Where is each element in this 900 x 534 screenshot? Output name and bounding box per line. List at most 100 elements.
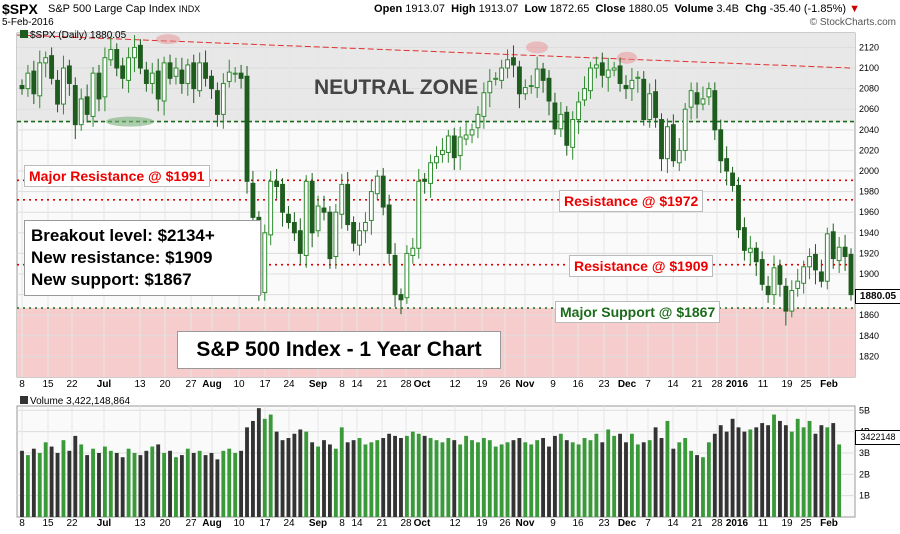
x-tick-label: Aug xyxy=(202,518,221,529)
volume-bar xyxy=(689,450,694,517)
x-tick-label: 24 xyxy=(283,518,295,529)
volume-legend-swatch-icon xyxy=(20,396,28,404)
candle-body xyxy=(333,211,339,257)
candle-body xyxy=(55,79,60,105)
x-tick-label: 26 xyxy=(499,379,511,390)
volume-bar xyxy=(695,455,699,517)
candle-body xyxy=(197,62,203,92)
candle-body xyxy=(445,135,451,153)
candle-body xyxy=(481,92,487,117)
candle-body xyxy=(712,90,718,131)
x-tick-label: 28 xyxy=(711,518,723,529)
price-tick-label: 1840 xyxy=(859,331,879,341)
candle-body xyxy=(576,101,582,121)
volume-bar xyxy=(831,423,836,517)
volume-bar xyxy=(102,446,107,517)
volume-bar xyxy=(381,438,386,517)
candle-body xyxy=(463,134,469,140)
x-tick-label: 19 xyxy=(476,518,488,529)
price-tick-label: 1860 xyxy=(859,310,879,320)
volume-bar xyxy=(25,455,30,517)
volume-bar xyxy=(298,429,303,517)
price-tick-label: 2040 xyxy=(859,125,879,135)
volume-bar xyxy=(629,433,634,517)
low-label: Low xyxy=(524,3,547,15)
candle-body xyxy=(232,72,238,75)
x-tick-label: 11 xyxy=(758,518,769,529)
high-value: 1913.07 xyxy=(478,3,519,15)
volume-bar xyxy=(825,427,830,517)
x-tick-label: 22 xyxy=(66,379,78,390)
candle-body xyxy=(499,67,505,81)
x-tick-label: 12 xyxy=(449,518,461,529)
symbol-description: S&P 500 Large Cap Index INDX xyxy=(48,3,200,15)
volume-bar xyxy=(286,438,291,517)
volume-bar xyxy=(327,444,332,517)
volume-bar xyxy=(197,450,202,517)
volume-bar xyxy=(493,446,498,517)
candle-body xyxy=(138,44,143,69)
candle-body xyxy=(339,183,345,215)
volume-bar xyxy=(736,427,741,517)
x-tick-label: 10 xyxy=(233,518,245,529)
volume-bar xyxy=(641,442,646,517)
chart-date: 5-Feb-2016 xyxy=(2,17,54,28)
candle-body xyxy=(380,175,386,208)
candle-body xyxy=(434,156,439,164)
x-tick-label: 19 xyxy=(781,379,793,390)
volume-bar xyxy=(653,427,658,517)
x-tick-label: 8 xyxy=(339,379,345,390)
candle-body xyxy=(398,294,404,301)
change-value: -35.40 (-1.85%) xyxy=(769,3,847,15)
volume-bar xyxy=(322,440,326,517)
volume-bar xyxy=(20,450,24,517)
candle-body xyxy=(505,59,510,69)
levels-summary-box: Breakout level: $2134+ New resistance: $… xyxy=(24,220,261,296)
volume-bar xyxy=(635,444,640,517)
candle-body xyxy=(286,213,291,224)
index-name: S&P 500 Large Cap Index xyxy=(48,3,176,15)
x-tick-label: 9 xyxy=(550,379,556,390)
volume-bar xyxy=(168,450,172,517)
candle-body xyxy=(126,57,132,81)
x-tick-label: 14 xyxy=(351,379,363,390)
candle-body xyxy=(226,71,232,82)
candle-body xyxy=(736,184,741,231)
candle-body xyxy=(836,246,842,262)
candle-body xyxy=(842,246,848,257)
volume-bar xyxy=(333,448,338,517)
volume-bar xyxy=(754,427,759,517)
candle-body xyxy=(428,162,434,184)
volume-bar xyxy=(452,440,457,517)
volume-bar xyxy=(647,440,652,517)
candle-body xyxy=(161,62,167,102)
volume-bar xyxy=(351,440,356,517)
volume-bar xyxy=(37,452,42,517)
exchange-name: INDX xyxy=(178,4,201,14)
price-tick-label: 1820 xyxy=(859,351,879,361)
candles-layer xyxy=(19,35,854,326)
volume-bar xyxy=(706,442,711,517)
candle-body xyxy=(61,67,66,105)
price-legend-text: $SPX (Daily) 1880.05 xyxy=(30,30,127,41)
candle-body xyxy=(368,191,374,221)
volume-bar xyxy=(67,450,72,517)
candle-body xyxy=(102,57,108,98)
volume-bar xyxy=(712,433,717,517)
close-value: 1880.05 xyxy=(628,3,669,15)
volume-bar xyxy=(256,408,261,517)
volume-bar xyxy=(339,427,344,517)
candle-body xyxy=(120,65,126,79)
volume-bar xyxy=(73,435,78,517)
volume-bar xyxy=(268,414,273,517)
volume-bar xyxy=(434,440,439,517)
volume-bar xyxy=(179,455,184,517)
x-tick-label: Sep xyxy=(309,379,327,390)
major-support-label: Major Support @ $1867 xyxy=(555,301,721,323)
candle-body xyxy=(611,67,617,71)
x-tick-label: Jul xyxy=(97,379,112,390)
candle-body xyxy=(730,172,735,186)
volume-bar xyxy=(724,431,729,517)
breakout-trendline xyxy=(16,34,851,69)
candle-body xyxy=(777,265,783,285)
